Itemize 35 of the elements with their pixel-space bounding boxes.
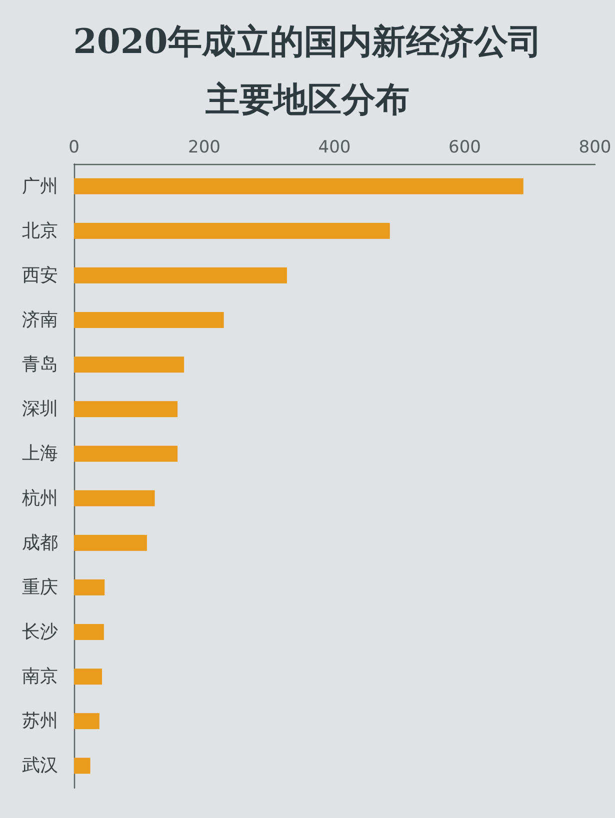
x-tick-label: 600 [448,138,481,158]
y-tick-label: 长沙 [22,622,58,642]
y-tick-label: 济南 [22,310,58,330]
bar [74,356,184,373]
x-tick-label: 0 [68,138,80,158]
bar [74,401,178,418]
y-tick-label: 武汉 [22,755,58,776]
bar [74,312,224,328]
y-tick-label: 青岛 [22,354,58,376]
y-tick-label: 南京 [22,666,58,688]
x-tick-label: 800 [578,138,612,158]
y-tick-label: 广州 [22,176,58,197]
x-tick-label: 200 [188,138,220,158]
chart-subtitle: 主要地区分布 [204,80,410,120]
bar [74,446,178,462]
bar [74,178,524,194]
bar [74,222,390,239]
y-tick-label: 苏州 [22,710,58,732]
y-tick-label: 上海 [22,443,58,464]
chart-title: 2020年成立的国内新经济公司 [73,22,542,62]
bar [74,668,102,685]
y-tick-label: 成都 [22,532,58,554]
x-tick-label: 400 [318,138,351,158]
bar [74,267,287,284]
bar [74,624,104,640]
bar [74,713,100,730]
y-tick-label: 重庆 [22,576,58,598]
y-tick-label: 西安 [22,264,58,286]
bar [74,579,105,596]
bar [74,758,90,774]
bar [74,490,155,506]
y-tick-label: 深圳 [22,398,58,420]
y-tick-label: 杭州 [21,488,58,509]
bar [74,534,147,551]
y-tick-label: 北京 [22,220,58,242]
